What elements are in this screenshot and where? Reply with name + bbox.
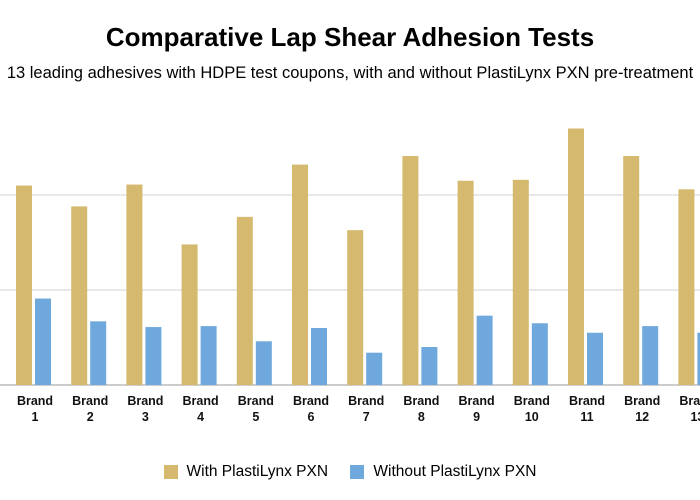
legend-label-without: Without PlastiLynx PXN bbox=[373, 463, 537, 480]
bar-with-pxn-3 bbox=[126, 184, 143, 385]
bar-with-pxn-7 bbox=[347, 230, 364, 385]
chart-title: Comparative Lap Shear Adhesion Tests bbox=[105, 22, 595, 52]
bar-with-pxn-9 bbox=[457, 180, 474, 385]
x-tick-label: Brand 9 bbox=[459, 394, 495, 424]
bar-with-pxn-10 bbox=[512, 179, 529, 385]
x-tick-label: Brand 12 bbox=[624, 394, 660, 424]
bars bbox=[16, 128, 700, 385]
legend-item-with: With PlastiLynx PXN bbox=[163, 463, 329, 481]
legend-swatch-with bbox=[163, 465, 178, 479]
bar-without-pxn-11 bbox=[587, 332, 603, 385]
x-tick-label: Brand 6 bbox=[293, 394, 329, 424]
bar-without-pxn-5 bbox=[255, 341, 272, 385]
bar-without-pxn-3 bbox=[145, 327, 162, 385]
bar-without-pxn-9 bbox=[476, 315, 493, 385]
legend-item-without: Without PlastiLynx PXN bbox=[350, 463, 536, 481]
x-axis-labels: Brand 1 Brand 2 Brand 3 Brand 4 Brand 5 Brand 6 Bran… bbox=[17, 394, 700, 424]
bar-without-pxn-10 bbox=[531, 323, 548, 385]
bar-without-pxn-7 bbox=[366, 352, 383, 385]
x-tick-label: Brand 7 bbox=[348, 394, 384, 424]
bar-with-pxn-4 bbox=[181, 244, 198, 385]
bar-without-pxn-8 bbox=[421, 347, 438, 385]
bar-without-pxn-6 bbox=[311, 328, 327, 385]
bar-with-pxn-2 bbox=[71, 206, 88, 385]
chart-subtitle: 13 leading adhesives with HDPE test coup… bbox=[6, 64, 694, 82]
x-tick-label: Brand 1 bbox=[17, 394, 53, 424]
bar-with-pxn-1 bbox=[16, 185, 32, 385]
bar-without-pxn-4 bbox=[200, 326, 217, 385]
legend-label-with: With PlastiLynx PXN bbox=[186, 463, 329, 480]
x-tick-label: Brand 11 bbox=[569, 394, 605, 424]
bar-with-pxn-5 bbox=[236, 216, 253, 385]
bar-without-pxn-12 bbox=[642, 326, 659, 385]
bar-with-pxn-6 bbox=[292, 164, 308, 385]
bar-with-pxn-8 bbox=[402, 156, 419, 385]
bar-chart: Brand 1 Brand 2 Brand 3 Brand 4 Brand 5 Brand 6 Bran… bbox=[0, 128, 700, 424]
x-tick-label: Brand 2 bbox=[72, 394, 108, 424]
legend: With PlastiLynx PXN Without PlastiLynx P… bbox=[0, 463, 700, 484]
x-tick-label: Brand 10 bbox=[514, 394, 550, 424]
x-tick-label: Brand 5 bbox=[238, 394, 274, 424]
x-tick-label: Brand 4 bbox=[183, 394, 219, 424]
x-tick-label: Brand13 bbox=[679, 394, 700, 424]
legend-swatch-without bbox=[350, 465, 365, 479]
bar-without-pxn-2 bbox=[90, 321, 107, 385]
x-tick-label: Brand 8 bbox=[403, 394, 439, 424]
x-tick-label: Brand 3 bbox=[127, 394, 163, 424]
bar-without-pxn-1 bbox=[35, 298, 51, 385]
bar-with-pxn-11 bbox=[568, 128, 584, 385]
bar-without-pxn-13 bbox=[697, 332, 700, 385]
bar-with-pxn-12 bbox=[623, 156, 640, 385]
bar-with-pxn-13 bbox=[678, 189, 695, 385]
